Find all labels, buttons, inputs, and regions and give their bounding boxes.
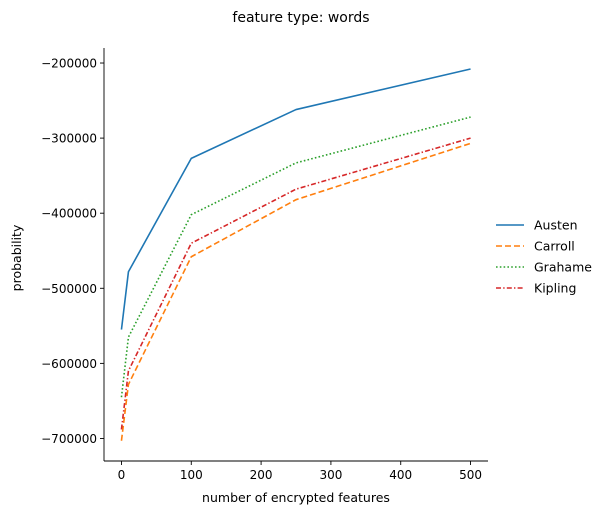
y-tick-label: −600000 bbox=[41, 357, 97, 371]
series-layer bbox=[120, 68, 471, 441]
legend-label-grahame: Grahame bbox=[534, 260, 592, 275]
ticks-layer: 0 100 200 300 400 500 −700000 −600000 −500000 −40… bbox=[41, 57, 482, 482]
legend-label-kipling: Kipling bbox=[534, 281, 576, 296]
legend-label-austen: Austen bbox=[534, 218, 578, 233]
y-tick-label: −400000 bbox=[41, 207, 97, 221]
y-tick-label: −300000 bbox=[41, 132, 97, 146]
x-tick-label: 400 bbox=[389, 468, 412, 482]
x-tick-label: 500 bbox=[459, 468, 482, 482]
series-line-grahame bbox=[120, 116, 471, 398]
series-line-austen bbox=[120, 68, 471, 330]
y-tick-label: −700000 bbox=[41, 432, 97, 446]
legend: Austen Carroll Grahame Kipling bbox=[496, 218, 592, 296]
x-axis-label: number of encrypted features bbox=[202, 490, 390, 505]
x-tick-label: 200 bbox=[250, 468, 273, 482]
series-line-carroll bbox=[120, 142, 471, 441]
chart-title: feature type: words bbox=[232, 10, 369, 26]
y-tick-label: −500000 bbox=[41, 282, 97, 296]
legend-label-carroll: Carroll bbox=[534, 239, 575, 254]
y-tick-label: −200000 bbox=[41, 57, 97, 71]
axes bbox=[103, 48, 488, 462]
series-line-kipling bbox=[120, 137, 471, 430]
x-tick-label: 100 bbox=[180, 468, 203, 482]
x-tick-label: 300 bbox=[319, 468, 342, 482]
x-tick-label: 0 bbox=[118, 468, 126, 482]
y-axis-label: probability bbox=[9, 224, 24, 291]
